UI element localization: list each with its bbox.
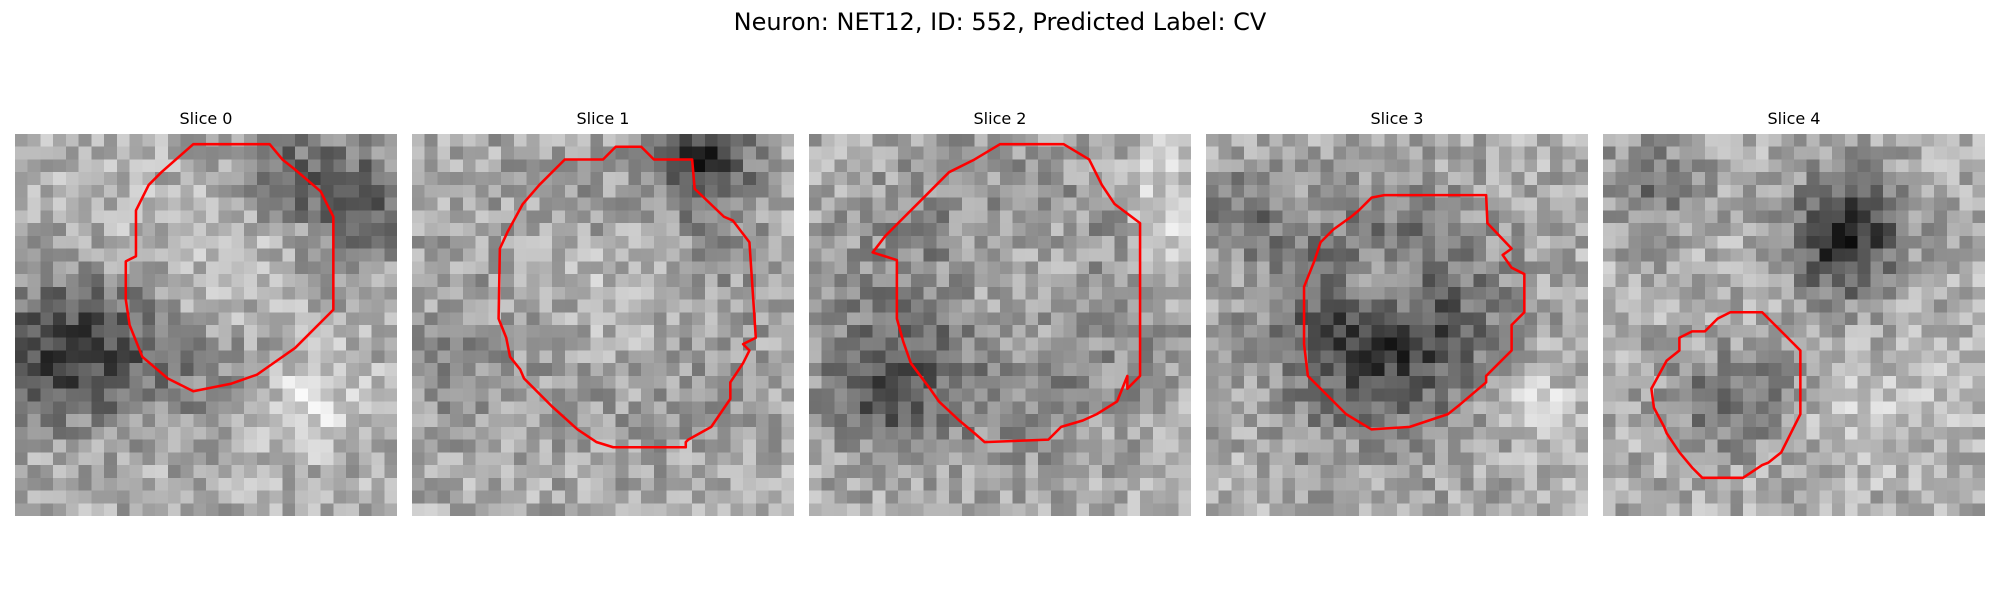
slice-image-4 [1603, 134, 1985, 516]
pixel-grid-3 [1206, 134, 1588, 516]
slice-title-0: Slice 0 [179, 109, 233, 128]
slice-title-4: Slice 4 [1767, 109, 1821, 128]
roi-contour-4 [1650, 310, 1802, 480]
slice-title-3: Slice 3 [1370, 109, 1424, 128]
roi-contour-3 [1302, 193, 1526, 431]
roi-contour-1 [497, 145, 758, 449]
slice-image-2 [809, 134, 1191, 516]
pixel-grid-1 [412, 134, 794, 516]
slice-image-3 [1206, 134, 1588, 516]
slice-image-1 [412, 134, 794, 516]
slice-image-0 [15, 134, 397, 516]
pixel-grid-4 [1603, 134, 1985, 516]
roi-contour-0 [124, 142, 335, 393]
slice-title-1: Slice 1 [576, 109, 630, 128]
pixel-grid-2 [809, 134, 1191, 516]
roi-contour-2 [871, 142, 1142, 444]
pixel-grid-0 [15, 134, 397, 516]
figure-title: Neuron: NET12, ID: 552, Predicted Label:… [733, 8, 1267, 36]
slice-title-2: Slice 2 [973, 109, 1027, 128]
